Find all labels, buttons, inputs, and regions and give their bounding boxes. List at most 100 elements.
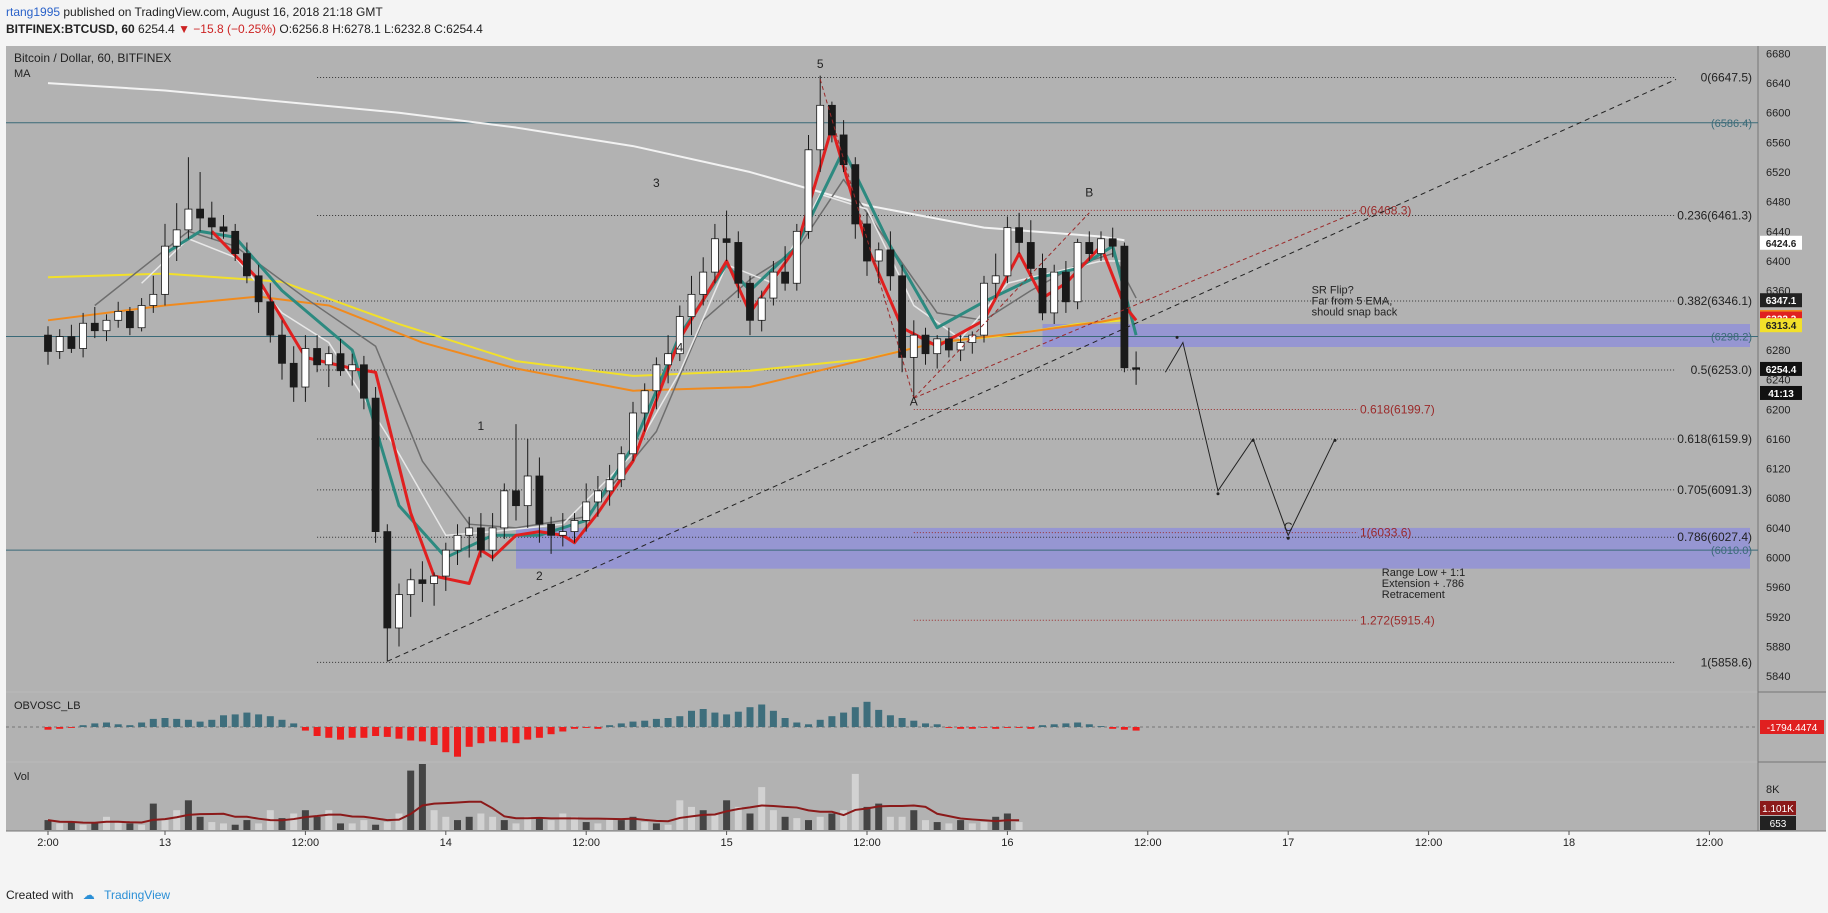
obv-bar [652,718,660,727]
fib-level-label: 0(6647.5) [1701,71,1752,85]
volume-bar [734,806,742,830]
candle-body [371,397,380,533]
obv-layer: -1794.4474 [6,701,1824,757]
ma-indicator-label: MA [14,68,31,80]
obv-bar [1003,727,1011,728]
candle-body [231,230,240,254]
candle-body [1120,245,1129,369]
price-tick-label: 6680 [1766,48,1790,60]
fib-ext-trendline [913,210,1361,399]
candle-body [126,311,134,329]
price-tag-label: 6424.6 [1766,239,1797,250]
candle-body [430,575,439,584]
fib-ext-label: 1.272(5915.4) [1360,613,1435,627]
tradingview-link[interactable]: TradingView [104,888,171,902]
volume-bar [910,810,918,830]
volume-bar [114,822,122,830]
volume-bar [886,816,894,830]
obv-bar [1074,722,1082,727]
candle-body [1050,271,1059,314]
obv-bar [828,716,836,727]
candle-body [769,271,778,299]
candle-body [44,334,52,352]
author-link[interactable]: rtang1995 [6,5,61,19]
time-tick-label: 14 [440,837,452,849]
obv-bar [184,719,192,727]
volume-bar [454,820,461,830]
candle-body [781,271,789,284]
symbol-bar: BITFINEX:BTCUSD, 60 6254.4 ▼ −15.8 (−0.2… [6,22,483,36]
price-tick-label: 6000 [1766,553,1790,565]
price-axis-bg [1758,46,1826,831]
volume-bar [980,822,988,830]
candle-body [90,322,99,332]
obv-bar [699,709,707,727]
candle-body [617,453,626,481]
volume-bar [337,823,344,830]
candle-body [1003,227,1012,277]
annotation-text: Retracement [1382,589,1445,601]
obv-bar [559,727,567,732]
volume-bar [617,820,625,830]
volume-bar [231,824,239,830]
volume-bar [173,810,181,830]
volume-bar [769,810,777,830]
candle-body [149,293,158,306]
price-tick-label: 6600 [1766,108,1790,120]
candle-body [792,230,801,284]
volume-bar [957,820,965,830]
candle-body [359,364,368,399]
obv-bar [126,725,134,727]
volume-bar [126,823,134,830]
publish-info: rtang1995 published on TradingView.com, … [6,5,383,19]
axis-layer: 5840 5880 5920 5960 6000 6040 6080 6120 6160 6200… [37,48,1802,849]
volume-bar [512,823,520,830]
price-tick-label: 5920 [1766,612,1790,624]
candle-body [839,134,848,166]
time-tick-label: 16 [1001,837,1013,849]
symbol-name: BITFINEX:BTCUSD, 60 [6,22,135,36]
obv-bar [676,716,684,727]
volume-bar [301,810,309,830]
price-chart[interactable]: (6586.4) (6298.2) (6010.0) 0(6647.5) 0.236(6… [0,40,1828,895]
volume-bar [255,823,263,830]
obv-bar [1027,727,1035,729]
volume-bar [290,813,298,830]
candle-body [921,334,930,355]
obv-bar [617,723,625,727]
obv-bar [489,727,497,742]
candle-body [184,208,193,231]
fib-level-label: 0.236(6461.3) [1677,209,1752,223]
candle-body [348,364,357,372]
obv-bar [173,718,181,727]
annotation-text: SR Flip? [1312,285,1354,297]
price-tag-label: 6313.4 [1766,321,1797,332]
obv-bar [980,727,988,728]
price-tag [1760,361,1802,376]
obv-bar [641,720,649,727]
candle-body [1132,367,1140,370]
volume-bar [559,813,567,830]
volume-bar [500,820,508,830]
projection-path [1164,341,1336,537]
volume-bar [465,816,473,830]
candle-body [664,353,672,366]
obv-bar [629,721,637,727]
time-tick-label: 13 [159,837,171,849]
horizontal-line-label: (6010.0) [1711,545,1752,557]
fib-level-label: 0.705(6091.3) [1677,483,1752,497]
obv-bar [875,709,883,727]
volume-bar [606,818,614,830]
candle-body [1108,238,1117,247]
obv-bar [746,707,754,727]
candle-body [757,297,766,321]
price-tag [1760,385,1802,400]
candle-body [909,334,918,358]
obv-label: OBVOSC_LB [14,700,81,712]
volume-ma-line [47,800,1020,824]
candle-body [945,338,953,351]
obv-bar [383,727,391,737]
obv-bar [454,727,461,757]
footer: Created with ☁ TradingView [6,888,170,902]
volume-tick-label: 8K [1766,784,1780,796]
